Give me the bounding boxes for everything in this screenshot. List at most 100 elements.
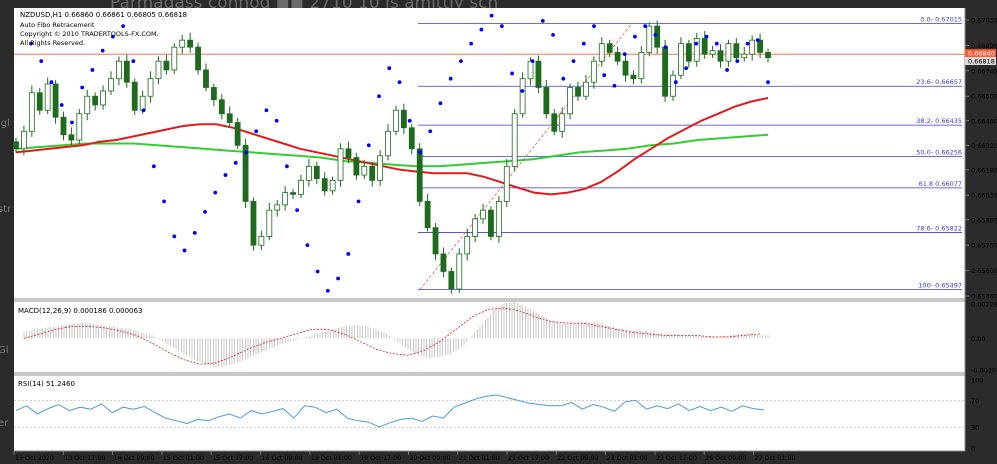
candle-down (131, 81, 138, 111)
sar-dot (520, 89, 525, 93)
time-tick-label: 27 Oct 01:00 (755, 455, 796, 462)
pane-separator-rsi[interactable] (14, 372, 965, 376)
time-tick-label: 13 Oct 17:00 (64, 455, 105, 462)
time-tick-label: 14 Oct 09:00 (114, 455, 155, 462)
candle-up (21, 130, 27, 150)
sar-dot (110, 34, 115, 39)
candle-up (456, 253, 463, 290)
candle-up (472, 218, 479, 237)
candle-down (123, 60, 130, 83)
price-tick-label: 0.65895 (971, 216, 997, 224)
candle-down (685, 43, 692, 62)
time-tick-label: 22 Oct 09:00 (557, 455, 598, 462)
bid-price-badge-label: 0.66818 (968, 58, 995, 66)
time-tick-label: 15 Oct 17:00 (212, 455, 253, 462)
axes-layer: 0.67035 0.66890 0.66745 0.66600 0.66460 0.663… (13, 17, 997, 462)
candle-up (749, 39, 756, 55)
rsi-title: RSI(14) 51.2460 (18, 380, 75, 388)
candle-up (670, 74, 676, 97)
sar-dot (59, 103, 64, 107)
macd-pane (23, 301, 769, 368)
candle-down (52, 83, 59, 118)
candle-down (218, 99, 225, 115)
fibo-level-label: 38.2- 0.66435 (916, 117, 962, 125)
candle-down (440, 253, 447, 272)
candle-up (693, 38, 700, 62)
sar-dot (540, 18, 545, 23)
sar-dot (39, 59, 44, 64)
candle-up (179, 39, 186, 48)
sar-dot (602, 73, 607, 78)
ask-price-badge (965, 49, 996, 58)
sar-dot (397, 80, 402, 85)
sar-dot (725, 68, 729, 72)
time-tick-label: 16 Oct 09:00 (262, 455, 303, 462)
sar-dot (438, 101, 443, 106)
sar-dot (612, 83, 617, 88)
candle-down (424, 200, 431, 229)
candle-down (400, 109, 407, 129)
candle-up (709, 50, 716, 55)
candle-down (606, 43, 613, 53)
sar-dot (295, 208, 300, 213)
candle-down (733, 43, 740, 59)
candle-up (116, 60, 122, 80)
candle-down (630, 74, 637, 80)
candle-down (701, 38, 708, 55)
candle-down (662, 46, 668, 97)
candle-up (76, 113, 83, 141)
sar-dot (223, 173, 228, 177)
sar-dot (151, 164, 156, 169)
candle-up (147, 78, 154, 97)
sar-dot (571, 59, 576, 64)
sar-dot (305, 243, 310, 248)
sar-dot (663, 45, 668, 50)
candle-down (717, 50, 724, 62)
rsi-tick-label: 30 (971, 424, 979, 432)
candle-down (448, 271, 455, 290)
price-tick-label: 0.66320 (971, 142, 997, 150)
symbol-info: NZDUSD,H1 0.66860 0.66861 0.66805 0.6681… (20, 11, 187, 19)
sar-dot (755, 38, 760, 43)
candle-down (68, 134, 75, 141)
fibo-level-label: 61.8 0.66077 (919, 180, 962, 188)
time-tick-label: 26 Oct 09:00 (705, 455, 746, 462)
fibo-level-label: 78.6- 0.65822 (916, 225, 962, 233)
candle-down (210, 87, 217, 101)
candle-down (345, 148, 352, 158)
sar-dot (49, 80, 54, 85)
candle-down (535, 60, 542, 88)
candle-up (266, 209, 273, 237)
candle-up (519, 78, 526, 115)
candle-up (155, 60, 162, 80)
macd-signal-line (23, 307, 761, 365)
candle-up (464, 236, 471, 255)
candle-down (614, 52, 621, 62)
candle-up (171, 46, 178, 71)
sar-dot (121, 24, 126, 29)
candle-up (511, 113, 518, 167)
time-tick-label: 19 Oct 17:00 (360, 455, 401, 462)
candle-down (36, 92, 43, 111)
fibo-level-label: 23.6- 0.66657 (916, 78, 962, 86)
candle-up (282, 192, 289, 206)
sar-dot (325, 288, 330, 293)
sar-dot (131, 59, 136, 64)
left-fragment-1: igl (0, 118, 10, 129)
sar-dot (510, 71, 514, 76)
time-tick-label: 19 Oct 01:00 (311, 455, 352, 462)
candle-down (60, 116, 67, 136)
sar-dot (141, 108, 146, 113)
time-tick-label: 21 Oct 17:00 (508, 455, 549, 462)
fibo-level-label: 100- 0.65497 (918, 282, 962, 290)
candle-up (638, 52, 645, 80)
pane-separator-macd[interactable] (14, 298, 965, 302)
candle-up (393, 109, 399, 132)
candle-up (100, 90, 106, 106)
sar-dot (356, 199, 361, 204)
sar-dot (499, 24, 504, 29)
candle-up (84, 95, 91, 115)
sar-dot (673, 80, 678, 85)
candle-up (495, 200, 502, 237)
